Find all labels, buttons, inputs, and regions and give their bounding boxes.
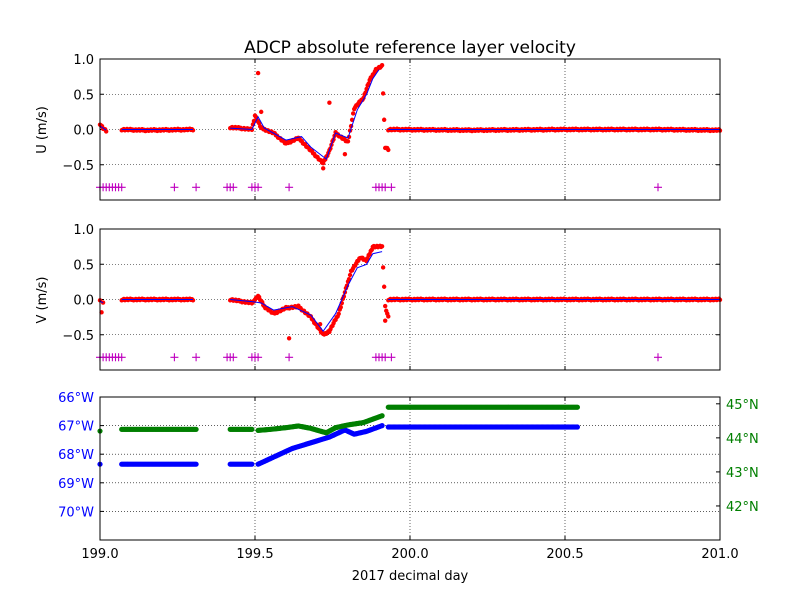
flag-marker [192, 183, 201, 192]
raw-velocity-point [383, 303, 388, 309]
flag-marker [285, 183, 294, 192]
raw-velocity-point [380, 265, 386, 270]
smoothed-velocity-line [230, 69, 380, 160]
latitude-point [249, 426, 255, 432]
raw-velocity-point [381, 284, 387, 289]
raw-velocity-point [386, 147, 391, 153]
flag-marker [285, 353, 294, 362]
raw-velocity-point [386, 314, 391, 319]
flag-marker [117, 353, 126, 362]
raw-velocity-point [345, 139, 351, 144]
smoothed-velocity-line [230, 251, 383, 333]
y-tick-label: 1.0 [73, 223, 94, 238]
longitude-point [574, 424, 581, 430]
x-tick-label: 201.0 [701, 547, 738, 562]
raw-velocity-outlier [321, 166, 326, 171]
axes-frame [99, 228, 721, 371]
flag-marker [654, 353, 662, 362]
raw-velocity-point [379, 63, 385, 68]
flag-marker [229, 353, 238, 362]
raw-velocity-outlier [259, 109, 264, 115]
raw-velocity-outlier [255, 70, 261, 76]
raw-velocity-point [190, 298, 196, 303]
v-velocity-panel: −0.5 0.0 0.5 1.0 [62, 223, 723, 371]
raw-velocity-point [350, 111, 356, 116]
raw-velocity-point [104, 129, 109, 134]
position-panel: 199.0 199.5 200.0 200.5 201.0 70°W 69°W 68°W 67°… [58, 391, 759, 562]
raw-velocity-outlier [286, 336, 292, 341]
longitude-tick-label: 70°W [58, 505, 94, 520]
latitude-tick-label: 42°N [726, 500, 759, 515]
y-tick-label: 0.5 [73, 258, 94, 273]
raw-velocity-point [379, 244, 385, 249]
y-tick-label: 0.5 [73, 88, 94, 103]
y-tick-label: −0.5 [62, 329, 94, 344]
x-tick-label: 199.5 [236, 547, 273, 562]
x-tick-label: 200.5 [546, 547, 583, 562]
y-tick-label: −0.5 [62, 159, 94, 174]
flag-marker [254, 183, 263, 192]
flag-marker [254, 353, 263, 362]
u-velocity-panel: −0.5 0.0 0.5 1.0 [62, 53, 723, 201]
raw-velocity-outlier [383, 318, 388, 323]
longitude-tick-label: 68°W [58, 448, 94, 463]
v-ylabel: V (m/s) [35, 277, 50, 324]
latitude-point [193, 426, 199, 432]
axes-frame [99, 58, 721, 201]
flag-marker [229, 183, 238, 192]
y-tick-label: 1.0 [73, 53, 94, 68]
y-tick-label: 0.0 [73, 124, 94, 139]
raw-velocity-point [364, 86, 369, 92]
x-tick-label: 200.0 [391, 547, 428, 562]
flag-marker [387, 353, 396, 362]
axes-frame [99, 396, 721, 541]
raw-velocity-point [380, 91, 386, 96]
longitude-point [379, 423, 385, 429]
flag-marker [192, 353, 201, 362]
longitude-point [193, 461, 199, 467]
y-tick-label: 0.0 [73, 294, 94, 309]
raw-velocity-outlier [342, 151, 348, 157]
longitude-tick-label: 67°W [58, 420, 94, 435]
flag-marker [170, 353, 179, 362]
raw-velocity-point [256, 120, 262, 126]
flag-marker [117, 183, 126, 192]
flag-marker [387, 183, 396, 192]
raw-velocity-point [381, 117, 387, 122]
smoothed-velocity-line [99, 125, 107, 131]
u-ylabel: U (m/s) [35, 106, 50, 154]
x-axis-label: 2017 decimal day [352, 569, 469, 584]
longitude-tick-label: 69°W [58, 477, 94, 492]
latitude-tick-label: 43°N [726, 466, 759, 481]
smoothed-velocity-line [99, 300, 104, 304]
raw-velocity-point [347, 272, 353, 278]
latitude-point [574, 404, 581, 410]
latitude-tick-label: 45°N [726, 398, 759, 413]
raw-velocity-outlier [327, 100, 332, 105]
x-tick-label: 199.0 [81, 547, 118, 562]
chart-title: ADCP absolute reference layer velocity [244, 38, 576, 58]
raw-velocity-point [338, 305, 343, 310]
latitude-tick-label: 44°N [726, 432, 759, 447]
longitude-point [249, 461, 255, 467]
longitude-tick-label: 66°W [58, 391, 94, 406]
flag-marker [654, 183, 662, 192]
raw-velocity-point [366, 81, 371, 86]
raw-velocity-point [336, 311, 341, 316]
raw-velocity-point [190, 128, 196, 133]
flag-marker [170, 183, 179, 192]
latitude-point [379, 413, 385, 419]
